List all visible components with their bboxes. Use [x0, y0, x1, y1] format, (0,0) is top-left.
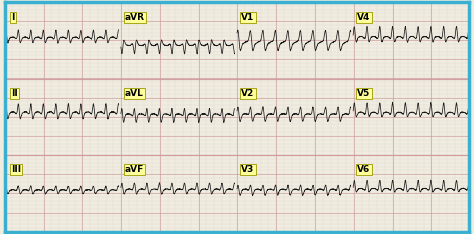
Text: V3: V3 — [241, 165, 255, 174]
Text: V4: V4 — [357, 13, 371, 22]
Text: II: II — [11, 89, 18, 98]
Text: aVF: aVF — [125, 165, 144, 174]
Text: V2: V2 — [241, 89, 255, 98]
Text: V1: V1 — [241, 13, 255, 22]
Text: V6: V6 — [357, 165, 371, 174]
Text: III: III — [11, 165, 21, 174]
Text: aVR: aVR — [125, 13, 145, 22]
Text: V5: V5 — [357, 89, 371, 98]
Text: aVL: aVL — [125, 89, 144, 98]
Text: I: I — [11, 13, 15, 22]
